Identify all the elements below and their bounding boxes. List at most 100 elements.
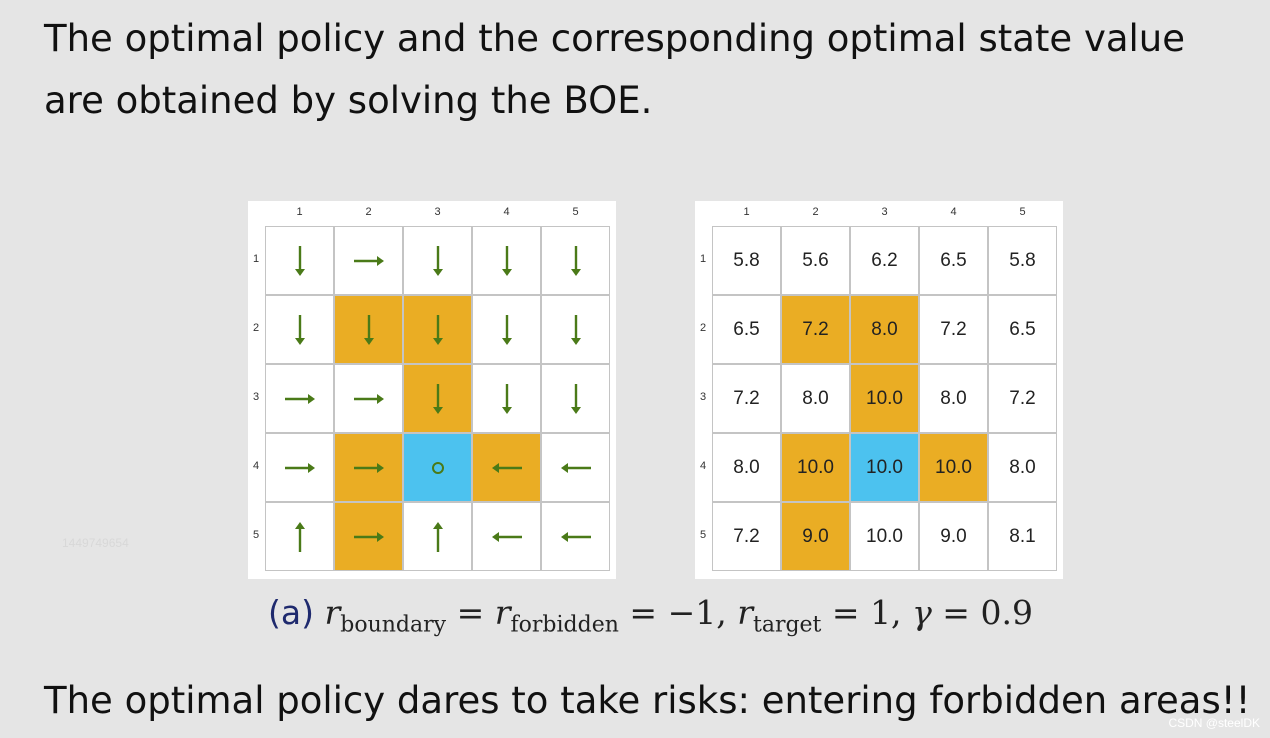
caption-gamma: γ xyxy=(912,593,932,632)
normal-cell xyxy=(403,226,472,295)
row-label: 2 xyxy=(699,322,707,334)
normal-cell xyxy=(472,502,541,571)
arrow-down-icon xyxy=(432,314,443,345)
column-label: 2 xyxy=(812,206,819,218)
row-label: 2 xyxy=(252,322,260,334)
normal-cell: 8.1 xyxy=(988,502,1057,571)
arrow-left-icon xyxy=(560,462,591,473)
normal-cell xyxy=(265,226,334,295)
caption-eq-4: = xyxy=(942,593,970,632)
state-value: 6.5 xyxy=(1009,318,1036,340)
caption-r-boundary: rboundary xyxy=(324,593,447,638)
arrow-up-icon xyxy=(432,521,443,552)
state-value: 8.0 xyxy=(802,387,829,409)
csdn-watermark: CSDN @steelDK xyxy=(1168,716,1260,730)
arrow-left-icon xyxy=(491,462,522,473)
forbidden-cell: 10.0 xyxy=(781,433,850,502)
normal-cell: 7.2 xyxy=(712,502,781,571)
normal-cell xyxy=(541,433,610,502)
arrow-down-icon xyxy=(363,314,374,345)
normal-cell xyxy=(472,364,541,433)
row-label: 4 xyxy=(252,460,260,472)
arrow-down-icon xyxy=(570,314,581,345)
normal-cell: 8.0 xyxy=(781,364,850,433)
target-cell xyxy=(403,433,472,502)
arrow-right-icon xyxy=(284,462,315,473)
state-value: 10.0 xyxy=(866,456,903,478)
column-label: 5 xyxy=(572,206,579,218)
arrow-left-icon xyxy=(491,531,522,542)
state-value-grid: 1 2 3 4 5 1 2 3 4 5 5.8 5.6 6.2 6.5 5.8 6.5 7.2 8.0 7.2 6.5… xyxy=(695,201,1063,579)
state-value: 8.0 xyxy=(940,387,967,409)
state-value: 9.0 xyxy=(802,525,829,547)
target-cell: 10.0 xyxy=(850,433,919,502)
arrow-down-icon xyxy=(501,314,512,345)
row-label: 4 xyxy=(699,460,707,472)
normal-cell: 8.0 xyxy=(712,433,781,502)
arrow-up-icon xyxy=(294,521,305,552)
state-value: 8.0 xyxy=(733,456,760,478)
state-value: 10.0 xyxy=(866,525,903,547)
normal-cell xyxy=(541,295,610,364)
arrow-right-icon xyxy=(353,255,384,266)
forbidden-cell: 7.2 xyxy=(781,295,850,364)
caption-one: 1, xyxy=(870,593,902,632)
column-label: 4 xyxy=(503,206,510,218)
state-value: 8.0 xyxy=(1009,456,1036,478)
normal-cell xyxy=(334,226,403,295)
state-value: 5.8 xyxy=(733,249,760,271)
normal-cell xyxy=(265,295,334,364)
normal-cell: 7.2 xyxy=(919,295,988,364)
arrow-right-icon xyxy=(353,393,384,404)
state-value: 10.0 xyxy=(797,456,834,478)
state-value: 8.1 xyxy=(1009,525,1036,547)
state-value: 6.2 xyxy=(871,249,898,271)
caption-sub-target: target xyxy=(752,612,822,638)
caption-eq-1: = xyxy=(456,593,485,632)
arrow-down-icon xyxy=(294,245,305,276)
caption-gamma-value: 0.9 xyxy=(980,593,1033,632)
arrow-down-icon xyxy=(570,383,581,414)
arrow-right-icon xyxy=(284,393,315,404)
arrow-down-icon xyxy=(432,383,443,414)
state-value: 9.0 xyxy=(940,525,967,547)
caption: (a) rboundary = rforbidden = −1, rtarget… xyxy=(268,593,1033,638)
normal-cell xyxy=(403,502,472,571)
normal-cell: 6.2 xyxy=(850,226,919,295)
caption-eq-2: = xyxy=(629,593,658,632)
caption-r-forbidden: rforbidden xyxy=(494,593,619,638)
caption-tag: (a) xyxy=(268,593,314,632)
caption-r-target: rtarget xyxy=(737,593,822,638)
arrow-left-icon xyxy=(560,531,591,542)
normal-cell xyxy=(265,433,334,502)
normal-cell: 7.2 xyxy=(988,364,1057,433)
normal-cell: 6.5 xyxy=(988,295,1057,364)
state-value: 8.0 xyxy=(871,318,898,340)
state-value: 7.2 xyxy=(802,318,829,340)
arrow-down-icon xyxy=(294,314,305,345)
forbidden-cell xyxy=(472,433,541,502)
normal-cell: 9.0 xyxy=(919,502,988,571)
caption-sub-forbidden: forbidden xyxy=(510,612,619,638)
state-value: 5.8 xyxy=(1009,249,1036,271)
state-value: 7.2 xyxy=(940,318,967,340)
column-label: 3 xyxy=(881,206,888,218)
column-label: 1 xyxy=(743,206,750,218)
forbidden-cell xyxy=(334,433,403,502)
state-value: 7.2 xyxy=(733,525,760,547)
normal-cell: 6.5 xyxy=(712,295,781,364)
row-label: 1 xyxy=(699,253,707,265)
forbidden-cell xyxy=(403,295,472,364)
arrow-down-icon xyxy=(570,245,581,276)
state-value: 10.0 xyxy=(935,456,972,478)
conclusion-text: The optimal policy dares to take risks: … xyxy=(44,679,1251,722)
normal-cell: 6.5 xyxy=(919,226,988,295)
forbidden-cell xyxy=(334,502,403,571)
column-label: 2 xyxy=(365,206,372,218)
state-value: 5.6 xyxy=(802,249,829,271)
arrow-down-icon xyxy=(432,245,443,276)
normal-cell: 5.8 xyxy=(988,226,1057,295)
column-label: 3 xyxy=(434,206,441,218)
caption-minus-one: −1, xyxy=(667,593,727,632)
